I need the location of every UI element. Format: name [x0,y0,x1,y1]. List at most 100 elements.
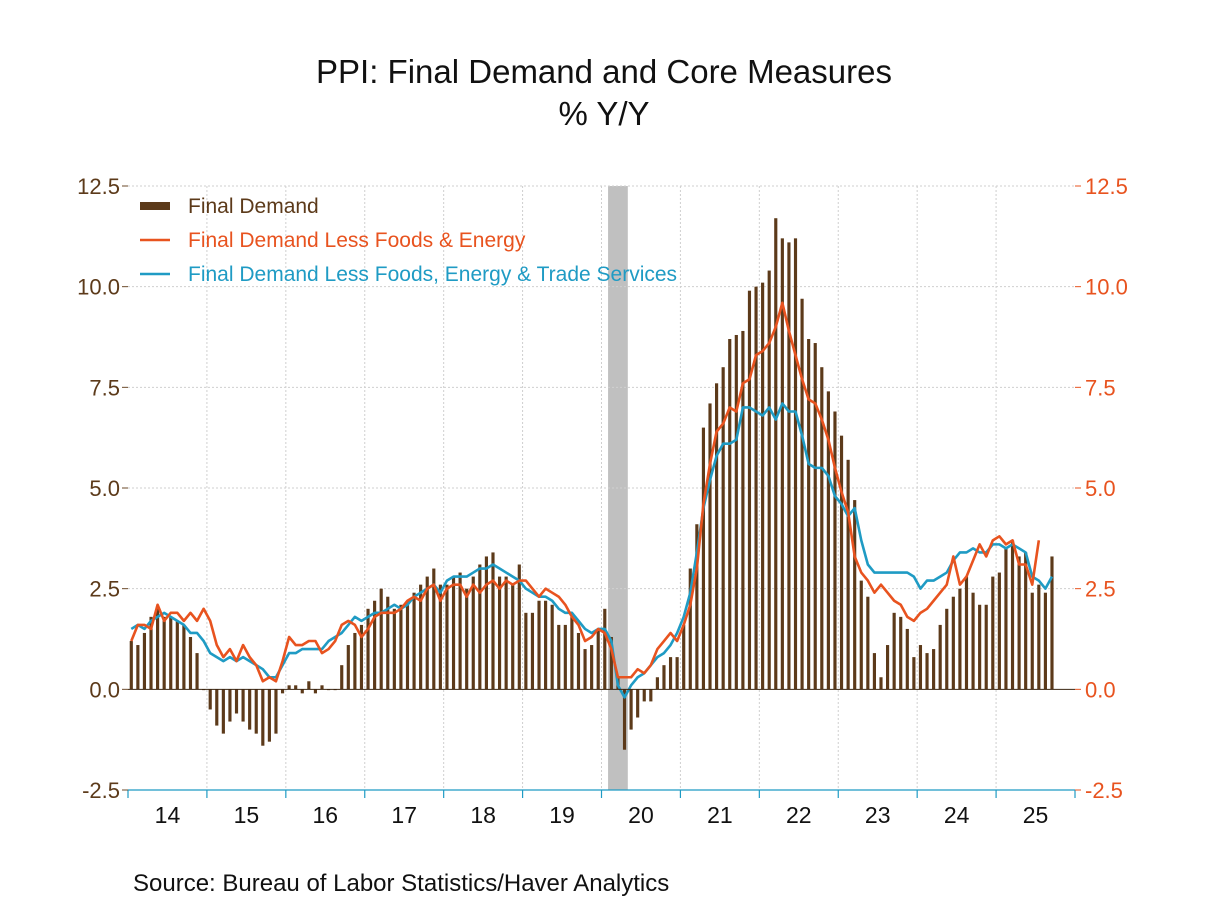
tick-labels: 12.5 10.0 7.5 5.0 2.5 0.0 -2.5 12.5 10.0 7.5 5.0 2.… [77,174,1128,828]
bar [885,645,890,690]
bar [780,238,784,690]
series-lines [130,301,1054,699]
bar [234,689,239,714]
bar [241,689,245,722]
bar [945,608,949,690]
bar [550,604,554,690]
bar [603,608,607,690]
y-tick-label-left: 12.5 [77,174,120,199]
bar [307,681,311,690]
y-tick-label-right: 10.0 [1085,275,1128,300]
bar [366,608,370,690]
line-final-demand-less-foods-energy-trade [130,402,1054,699]
bar [629,689,633,730]
line-final-demand-less-foods-energy [130,301,1041,683]
bar [1043,592,1047,690]
bar [248,689,252,730]
bar [1050,556,1054,690]
bar [787,242,791,690]
bar [465,588,469,690]
legend: Final Demand Final Demand Less Foods & En… [140,195,677,286]
bar [346,645,350,690]
bar [412,592,416,690]
legend-swatch-bar [140,202,170,210]
bar [254,689,258,734]
legend-label: Final Demand Less Foods & Energy [188,229,526,252]
bar [826,391,830,690]
bar [767,270,771,690]
bar [866,596,870,690]
bar [997,572,1001,690]
bar [734,334,738,690]
bar [754,286,758,690]
bar [445,584,449,690]
y-tick-label-left: 2.5 [89,577,120,602]
bar [162,616,166,690]
y-tick-label-right: -2.5 [1085,778,1123,803]
bar [379,588,383,690]
bar [984,604,988,690]
bar [688,568,692,690]
legend-label: Final Demand [188,195,319,218]
x-tick-label: 14 [155,802,181,828]
y-tick-label-left: 5.0 [89,476,120,501]
bar [800,298,804,690]
bar [438,584,442,690]
x-tick-label: 19 [549,802,575,828]
bar [596,628,600,690]
bar [340,665,344,690]
bar [590,645,594,690]
bar [912,657,916,690]
gridlines [128,185,1075,790]
bar [1010,540,1015,690]
bar [188,636,193,690]
bar [853,500,857,690]
bar [925,653,929,690]
bar [715,383,719,690]
x-tick-label: 20 [628,802,654,828]
bar [636,689,640,718]
bar [484,556,488,690]
bar [576,632,581,690]
bar [471,576,475,690]
bar [813,343,817,690]
chart-title: PPI: Final Demand and Core Measures [316,53,892,90]
bar [537,600,541,690]
bar [491,552,495,690]
bar [425,576,429,690]
bar [359,624,364,690]
source-note: Source: Bureau of Labor Statistics/Haver… [133,870,670,897]
y-tick-label-left: -2.5 [82,778,120,803]
bar [478,564,482,690]
bar [287,685,291,690]
bar [432,568,436,690]
bar [320,685,324,690]
bar [1037,584,1041,690]
bar [136,645,140,690]
bar [793,238,798,690]
bar [300,689,304,694]
bar [294,685,298,690]
bar [655,677,659,690]
bar [1024,552,1028,690]
bar [991,576,995,690]
y-tick-label-left: 0.0 [89,677,120,702]
bar [392,608,396,690]
legend-item-less-foods-energy-trade: Final Demand Less Foods, Energy & Trade … [140,263,677,286]
bar [905,628,909,690]
bars-final-demand [129,218,1054,750]
bar [451,576,456,690]
x-tick-label: 16 [312,802,338,828]
bar [195,653,199,690]
y-tick-label-right: 0.0 [1085,677,1116,702]
bar [215,689,219,726]
bar [208,689,212,710]
bar [846,459,850,690]
bar [938,624,942,690]
bar [142,632,147,690]
bar [662,665,666,690]
bar [267,689,271,742]
x-tick-label: 24 [944,802,970,828]
bar [261,689,265,746]
